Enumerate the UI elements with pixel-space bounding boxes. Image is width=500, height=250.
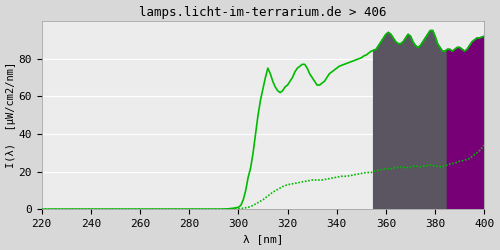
Polygon shape [448,36,484,209]
Polygon shape [374,30,448,209]
X-axis label: λ [nm]: λ [nm] [242,234,283,244]
Y-axis label: I(λ)  [μW/cm2/nm]: I(λ) [μW/cm2/nm] [6,62,16,168]
Title: lamps.licht-im-terrarium.de > 406: lamps.licht-im-terrarium.de > 406 [139,6,386,18]
